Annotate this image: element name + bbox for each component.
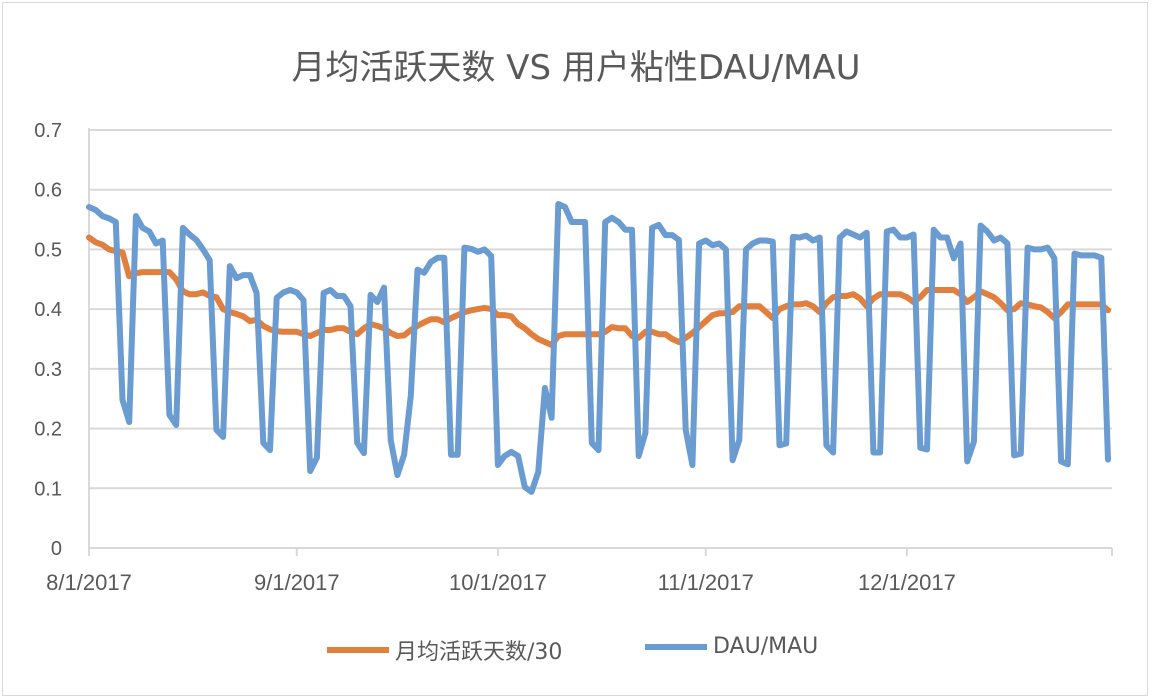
series-line-dau-mau xyxy=(86,201,1111,495)
chart-title: 月均活跃天数 VS 用户粘性DAU/MAU xyxy=(291,48,861,88)
y-tick-label: 0.4 xyxy=(34,299,62,321)
y-tick-label: 0.3 xyxy=(34,359,62,381)
y-tick-label: 0.7 xyxy=(34,120,62,142)
legend-label: 月均活跃天数/30 xyxy=(395,640,563,665)
legend-swatch xyxy=(327,647,389,653)
legend-item-dau-mau: DAU/MAU xyxy=(645,634,818,659)
x-tick-label: 9/1/2017 xyxy=(254,570,340,595)
legend-label: DAU/MAU xyxy=(713,634,819,659)
y-tick-label: 0.5 xyxy=(34,239,62,261)
legend-swatch xyxy=(645,643,707,650)
legend: 月均活跃天数/30 DAU/MAU xyxy=(0,634,1152,666)
legend-item-monthly-active-days: 月均活跃天数/30 xyxy=(327,634,562,666)
x-tick-label: 10/1/2017 xyxy=(449,570,547,595)
y-tick-label: 0.2 xyxy=(34,419,62,441)
y-tick-label: 0.1 xyxy=(34,478,62,500)
x-tick-label: 12/1/2017 xyxy=(858,570,956,595)
y-tick-label: 0 xyxy=(51,538,62,560)
x-tick-label: 8/1/2017 xyxy=(46,570,132,595)
x-tick-label: 11/1/2017 xyxy=(658,570,754,595)
y-tick-label: 0.6 xyxy=(34,180,62,202)
